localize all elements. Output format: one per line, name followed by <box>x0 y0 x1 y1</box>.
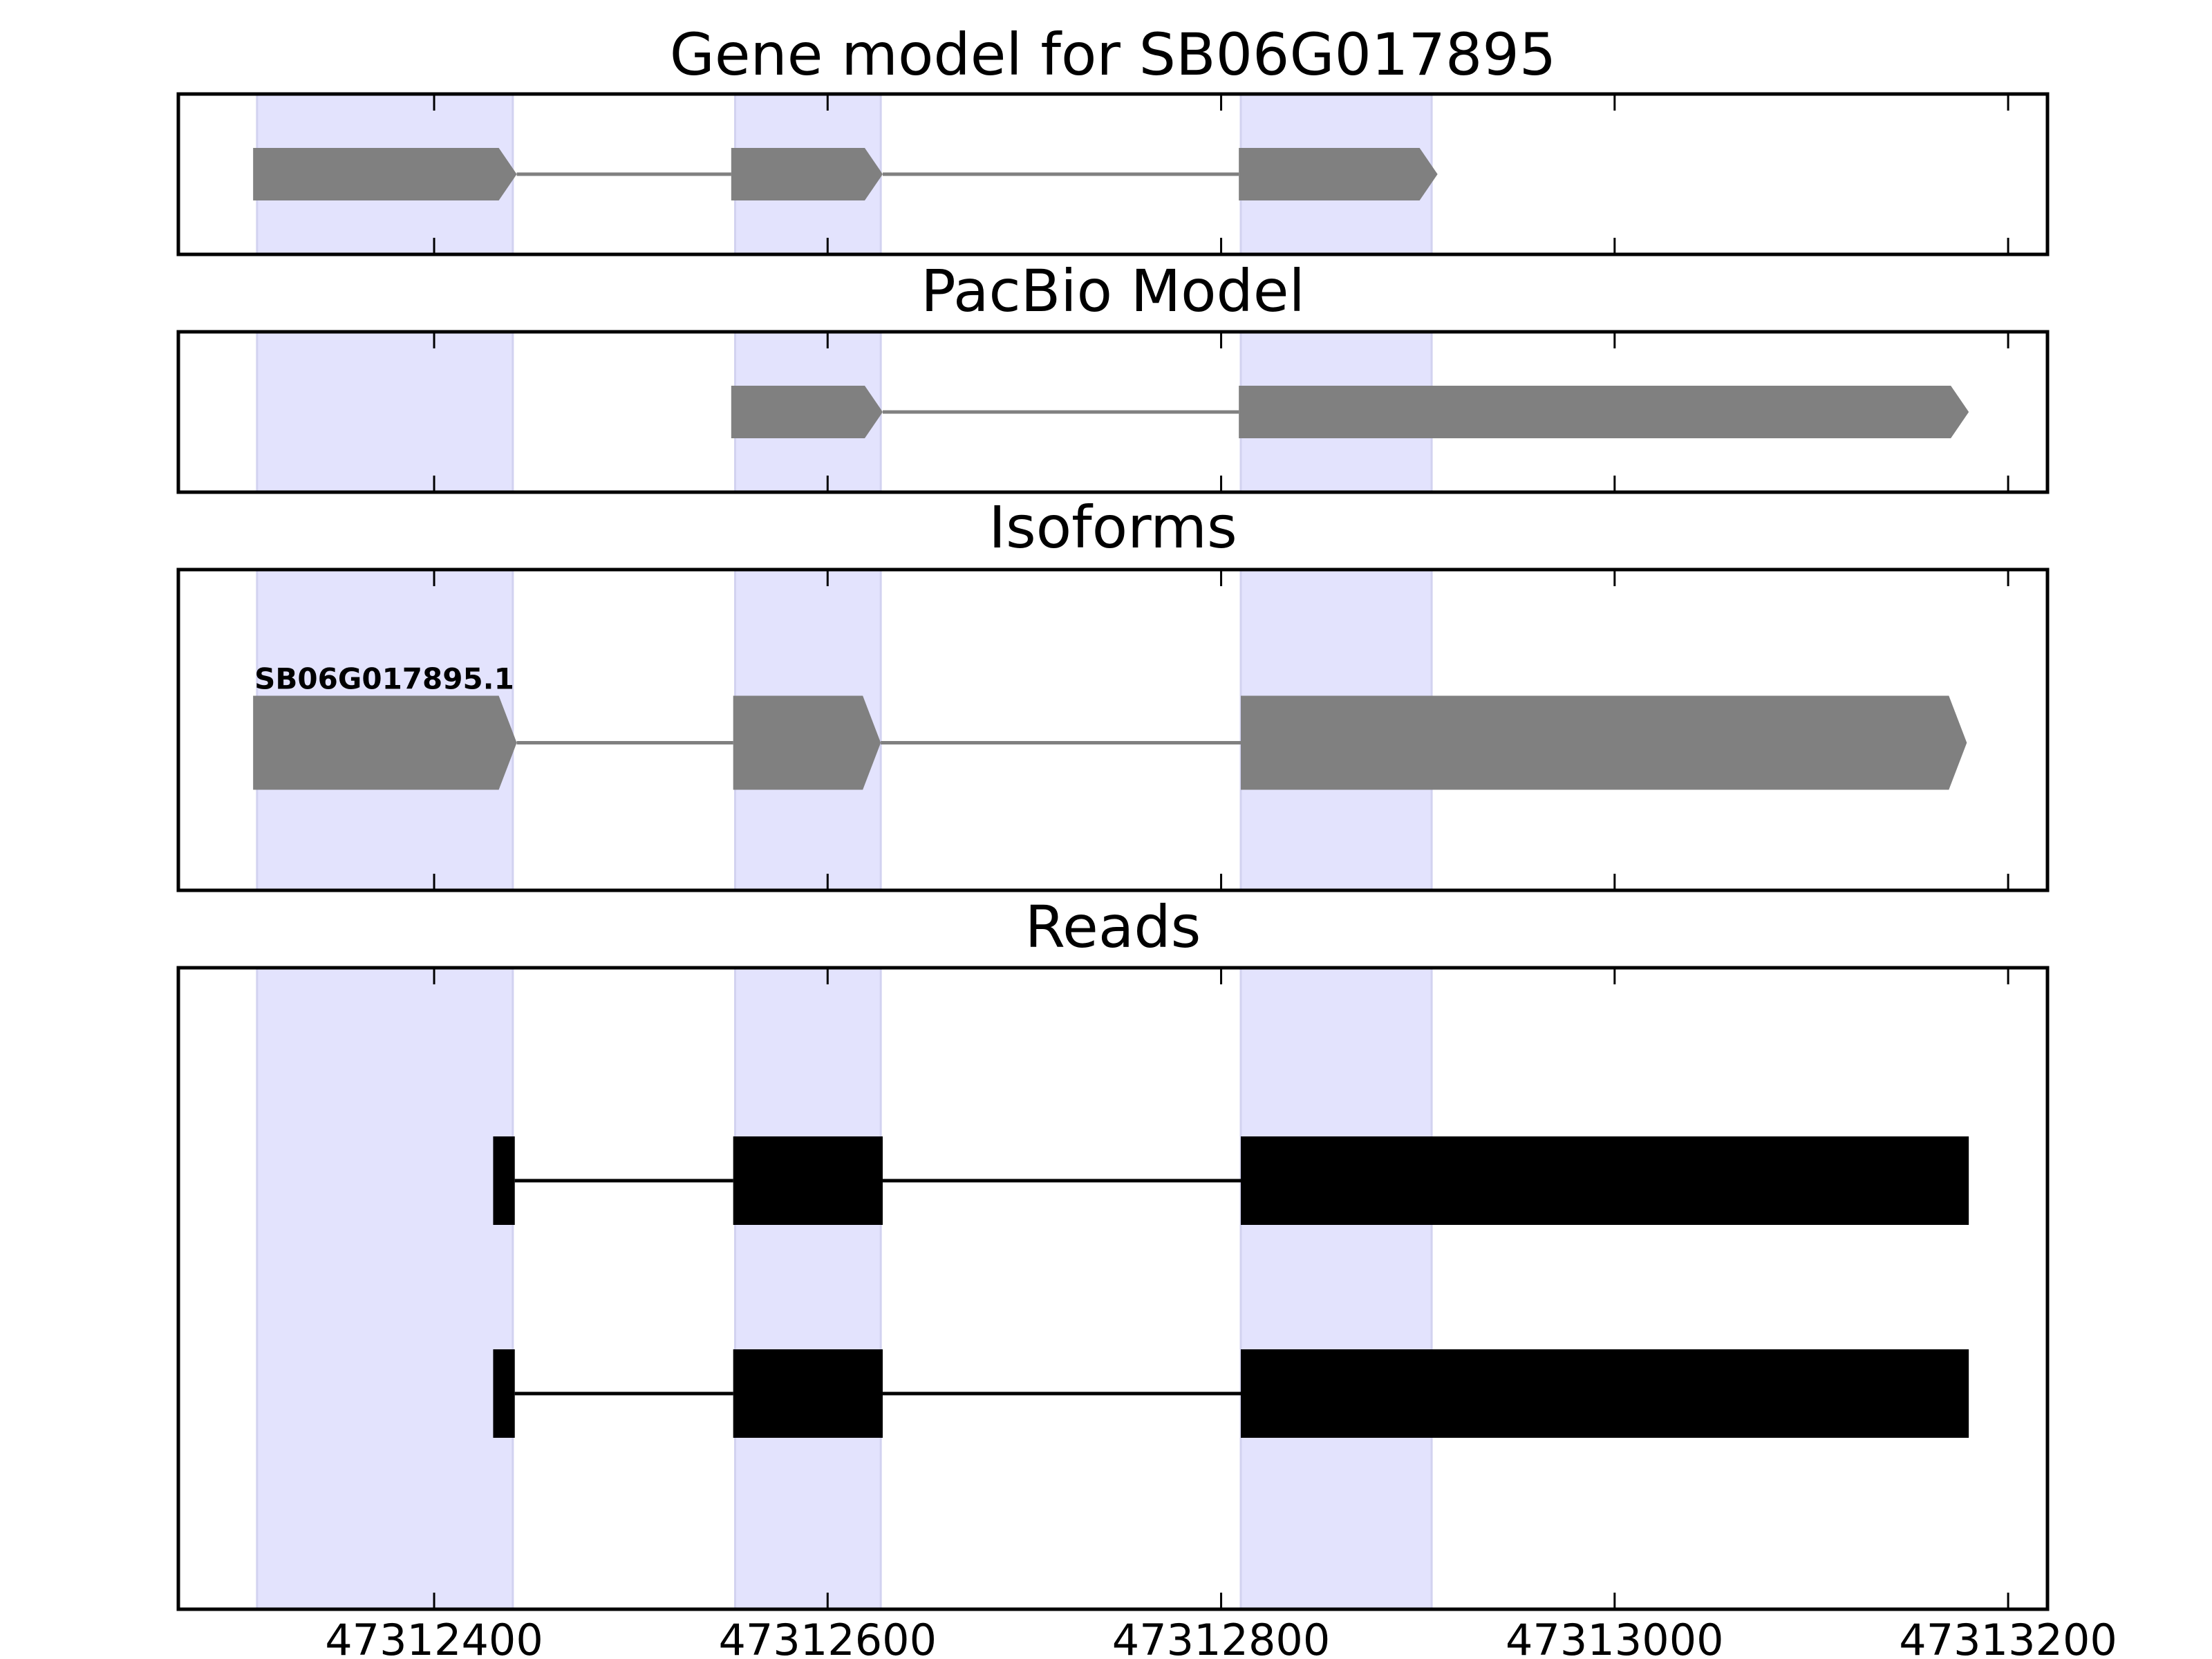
model-track <box>731 386 1969 438</box>
panel-gene-model-for-sb06g017895: Gene model for SB06G017895 <box>176 21 2050 256</box>
x-axis: 47312400 47312600 47312800 47313000 47313200 <box>325 1615 2117 1659</box>
highlight-region <box>1239 966 1433 1611</box>
panel-frame <box>176 966 2050 1611</box>
panel-frame <box>176 92 2050 256</box>
read-exon <box>493 1136 515 1225</box>
exon-arrow <box>733 695 881 790</box>
model-track: SB06G017895.1 <box>253 662 1967 790</box>
panel-frame <box>176 568 2050 892</box>
highlight-region <box>256 330 514 494</box>
panel-reads: Reads <box>176 893 2050 1611</box>
panel-title: Gene model for SB06G017895 <box>670 21 1556 88</box>
x-tick-label: 47312400 <box>325 1615 543 1659</box>
read-exon <box>733 1136 883 1225</box>
panel-title: PacBio Model <box>921 257 1305 325</box>
x-tick-label: 47313000 <box>1506 1615 1724 1659</box>
model-track <box>253 148 1438 200</box>
exon-arrow <box>1239 386 1969 438</box>
highlight-region <box>734 966 882 1611</box>
exon-arrow <box>1241 695 1967 790</box>
exon-arrow <box>253 148 517 200</box>
panel-title: Isoforms <box>988 494 1237 561</box>
exon-arrow <box>1239 148 1438 200</box>
exon-arrow <box>253 695 517 790</box>
isoform-label: SB06G017895.1 <box>254 662 514 696</box>
x-tick-label: 47312800 <box>1112 1615 1331 1659</box>
panel-title: Reads <box>1025 893 1201 961</box>
panel-pacbio-model: PacBio Model <box>176 257 2050 494</box>
read-exon <box>1241 1349 1969 1438</box>
read-exon <box>1241 1136 1969 1225</box>
x-tick-label: 47312600 <box>718 1615 937 1659</box>
exon-arrow <box>731 148 883 200</box>
panel-isoforms: SB06G017895.1 Isoforms <box>176 494 2050 892</box>
read-track <box>493 1136 1969 1225</box>
read-track <box>493 1349 1969 1438</box>
panel-frame <box>176 330 2050 494</box>
exon-arrow <box>731 386 883 438</box>
x-tick-label: 47313200 <box>1899 1615 2117 1659</box>
read-exon <box>493 1349 515 1438</box>
highlight-region <box>256 966 514 1611</box>
panels-layer: Gene model for SB06G017895 PacBio Model SB… <box>176 21 2050 1611</box>
read-exon <box>733 1349 883 1438</box>
